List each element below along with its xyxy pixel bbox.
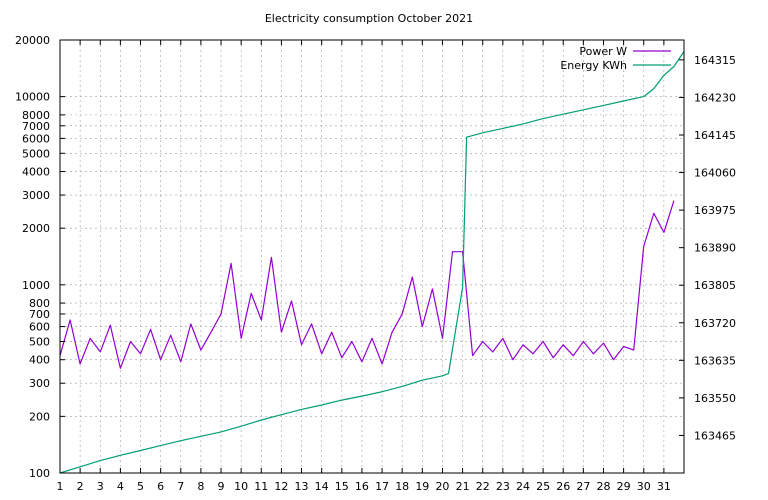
x-tick-label: 12	[274, 480, 288, 493]
x-tick-label: 25	[536, 480, 550, 493]
x-tick-label: 10	[234, 480, 248, 493]
y-left-tick-label: 2000	[22, 222, 50, 235]
x-tick-label: 11	[254, 480, 268, 493]
grid	[59, 39, 684, 474]
y-right-tick-label: 164230	[694, 91, 736, 104]
y-left-tick-label: 10000	[15, 91, 50, 104]
y-right-tick-label: 163635	[694, 354, 736, 367]
y-right-tick-label: 163550	[694, 392, 736, 405]
x-tick-label: 17	[375, 480, 389, 493]
x-tick-label: 13	[295, 480, 309, 493]
y-left-tick-label: 100	[29, 467, 50, 480]
x-tick-label: 20	[435, 480, 449, 493]
x-tick-label: 7	[177, 480, 184, 493]
tick-layer: 1 2 3 4 5 6 7 8 9 10 11 12 13 14 15 16 17 18 19 20 21 22 23 24 2…	[15, 34, 736, 493]
x-tick-label: 15	[335, 480, 349, 493]
chart-title: Electricity consumption October 2021	[265, 12, 473, 25]
y-right-tick-label: 163805	[694, 279, 736, 292]
y-left-tick-label: 8000	[22, 109, 50, 122]
y-right-tick-label: 164145	[694, 129, 736, 142]
y-left-tick-label: 1000	[22, 279, 50, 292]
x-tick-label: 30	[637, 480, 651, 493]
x-tick-label: 2	[77, 480, 84, 493]
x-tick-label: 29	[617, 480, 631, 493]
x-tick-label: 22	[476, 480, 490, 493]
legend-label-power: Power W	[579, 45, 627, 58]
x-tick-label: 6	[157, 480, 164, 493]
y-left-tick-label: 6000	[22, 132, 50, 145]
y-right-tick-label: 164060	[694, 167, 736, 180]
x-tick-label: 3	[97, 480, 104, 493]
y-left-tick-label: 20000	[15, 34, 50, 47]
y-left-tick-label: 600	[29, 321, 50, 334]
x-tick-label: 16	[355, 480, 369, 493]
x-tick-label: 4	[117, 480, 124, 493]
x-tick-label: 18	[395, 480, 409, 493]
x-tick-label: 24	[516, 480, 530, 493]
y-right-tick-label: 164315	[694, 54, 736, 67]
x-tick-label: 8	[197, 480, 204, 493]
series-line-power	[59, 200, 675, 369]
x-tick-label: 23	[496, 480, 510, 493]
x-tick-label: 31	[657, 480, 671, 493]
y-right-tick-label: 163890	[694, 242, 736, 255]
series-layer	[59, 51, 685, 474]
y-left-tick-label: 300	[29, 377, 50, 390]
y-left-tick-label: 3000	[22, 189, 50, 202]
legend: Power W Energy KWh	[560, 45, 671, 72]
legend-label-energy: Energy KWh	[560, 59, 627, 72]
y-left-tick-label: 800	[29, 297, 50, 310]
series-line-energy	[59, 51, 685, 474]
x-tick-label: 14	[315, 480, 329, 493]
x-tick-label: 9	[218, 480, 225, 493]
y-left-tick-label: 200	[29, 410, 50, 423]
x-tick-label: 5	[137, 480, 144, 493]
y-right-tick-label: 163465	[694, 429, 736, 442]
y-left-tick-label: 400	[29, 354, 50, 367]
y-left-tick-label: 4000	[22, 166, 50, 179]
plot-frame	[59, 39, 685, 474]
x-tick-label: 19	[415, 480, 429, 493]
x-tick-label: 28	[596, 480, 610, 493]
y-left-tick-label: 7000	[22, 120, 50, 133]
y-right-tick-label: 163720	[694, 317, 736, 330]
x-tick-label: 27	[576, 480, 590, 493]
y-right-tick-label: 163975	[694, 204, 736, 217]
y-left-tick-label: 500	[29, 335, 50, 348]
x-tick-label: 26	[556, 480, 570, 493]
x-tick-label: 21	[456, 480, 470, 493]
y-left-tick-label: 5000	[22, 147, 50, 160]
x-tick-label: 1	[57, 480, 64, 493]
y-left-tick-label: 700	[29, 308, 50, 321]
